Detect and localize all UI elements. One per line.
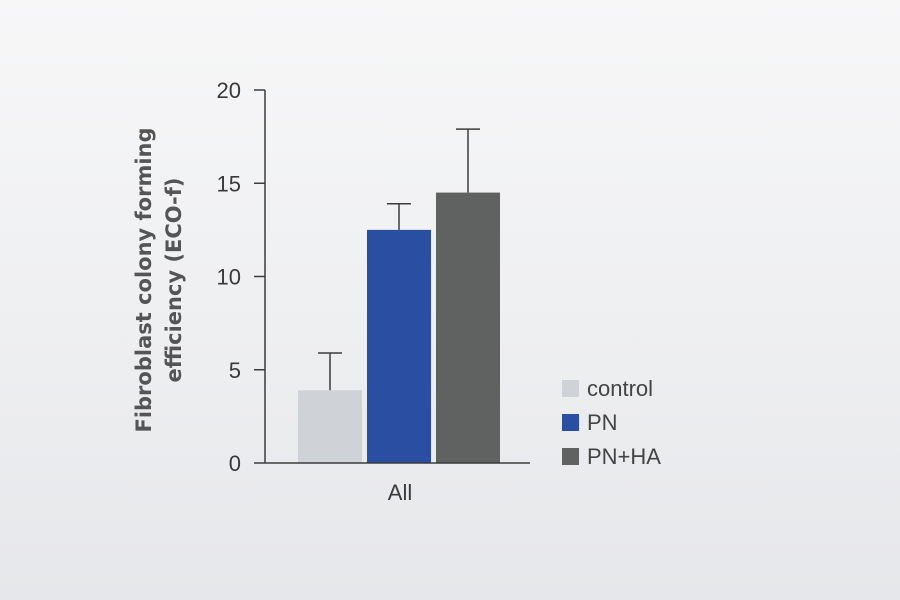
- bar-pn: [367, 229, 431, 463]
- x-tick-label: All: [388, 480, 412, 505]
- legend-entry: PN: [562, 410, 618, 435]
- bar-pn-ha: [436, 192, 500, 463]
- legend-entry: PN+HA: [562, 444, 661, 469]
- bar-control: [298, 390, 362, 463]
- legend-entry: control: [562, 376, 653, 401]
- y-tick-label: 15: [217, 171, 241, 196]
- legend-label: PN: [587, 410, 618, 435]
- error-bars: [318, 128, 480, 391]
- y-tick-label: 0: [229, 451, 241, 476]
- legend: control PN PN+HA: [562, 376, 661, 469]
- y-tick-label: 10: [217, 265, 241, 290]
- error-bar: [456, 128, 480, 193]
- y-tick-label: 5: [229, 358, 241, 383]
- y-axis: 0 5 10 15 20: [217, 78, 266, 476]
- legend-label: control: [587, 376, 653, 401]
- y-axis-title-line-1: Fibroblast colony forming: [132, 127, 156, 432]
- y-axis-title-line-2: efficiency (ECO-f): [162, 178, 186, 383]
- bars: [298, 192, 500, 463]
- legend-swatch: [562, 414, 579, 431]
- x-axis-labels: All: [388, 480, 412, 505]
- legend-swatch: [562, 448, 579, 465]
- error-bar: [318, 352, 342, 391]
- error-bar: [387, 203, 411, 230]
- legend-swatch: [562, 380, 579, 397]
- y-tick-label: 20: [217, 78, 241, 103]
- legend-label: PN+HA: [587, 444, 661, 469]
- y-axis-title: Fibroblast colony forming efficiency (EC…: [132, 127, 186, 432]
